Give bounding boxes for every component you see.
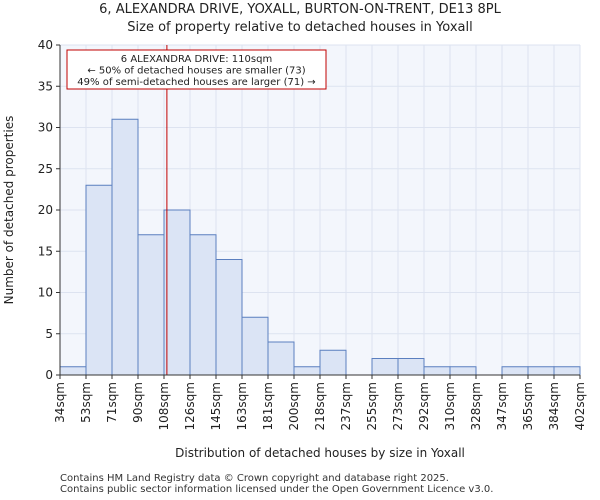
x-tick-label: 200sqm — [287, 382, 301, 430]
x-tick-labels: 34sqm 53sqm 71sqm 90sqm 108sqm 126sqm 145sqm 16… — [53, 375, 587, 430]
y-tick-label: 0 — [45, 368, 53, 382]
histogram-bar — [501, 366, 529, 376]
histogram-bar — [371, 358, 399, 376]
histogram-bar — [189, 234, 217, 376]
y-tick-label: 30 — [38, 121, 53, 135]
histogram-bar — [267, 341, 295, 376]
chart-subtitle: Size of property relative to detached ho… — [127, 20, 473, 35]
x-tick-label: 145sqm — [209, 382, 223, 430]
x-tick-label: 292sqm — [417, 382, 431, 430]
annotation-line-title: 6 ALEXANDRA DRIVE: 110sqm — [121, 54, 272, 65]
x-tick-label: 402sqm — [573, 382, 587, 430]
x-tick-label: 71sqm — [105, 382, 119, 423]
histogram-bar — [215, 259, 243, 376]
x-tick-label: 34sqm — [53, 382, 67, 423]
footer-licence: Contains public sector information licen… — [60, 484, 494, 495]
x-tick-label: 108sqm — [157, 382, 171, 430]
y-tick-label: 20 — [38, 203, 53, 217]
bars — [59, 118, 581, 376]
histogram-bar — [553, 366, 581, 376]
x-tick-label: 90sqm — [131, 382, 145, 423]
x-tick-label: 255sqm — [365, 382, 379, 430]
footer-copyright: Contains HM Land Registry data © Crown c… — [60, 473, 449, 484]
x-tick-label: 328sqm — [469, 382, 483, 430]
y-tick-label: 10 — [38, 286, 53, 300]
y-tick-label: 15 — [38, 244, 53, 258]
x-tick-label: 273sqm — [391, 382, 405, 430]
y-tick-label: 5 — [45, 327, 53, 341]
x-tick-label: 181sqm — [261, 382, 275, 430]
histogram-bar — [163, 209, 191, 376]
histogram-bar — [241, 316, 269, 376]
x-tick-label: 347sqm — [495, 382, 509, 430]
x-tick-label: 218sqm — [313, 382, 327, 430]
y-tick-label: 40 — [38, 38, 53, 52]
histogram-bar — [111, 118, 139, 376]
y-tick-label: 35 — [38, 79, 53, 93]
x-tick-label: 237sqm — [339, 382, 353, 430]
annotation-line-smaller: ← 50% of detached houses are smaller (73… — [87, 66, 305, 77]
histogram-bar — [449, 366, 477, 376]
histogram-bar — [527, 366, 555, 376]
x-axis-label: Distribution of detached houses by size … — [175, 446, 465, 460]
histogram-bar — [397, 358, 425, 376]
chart-title: 6, ALEXANDRA DRIVE, YOXALL, BURTON-ON-TR… — [99, 2, 501, 17]
annotation-box: 6 ALEXANDRA DRIVE: 110sqm ← 50% of detac… — [66, 49, 327, 90]
annotation-border — [66, 49, 327, 90]
x-tick-label: 163sqm — [235, 382, 249, 430]
y-tick-label: 25 — [38, 162, 53, 176]
x-tick-label: 53sqm — [79, 382, 93, 423]
y-axis-label: Number of detached properties — [2, 116, 16, 305]
y-tick-labels: 0 5 10 15 20 25 30 35 40 — [38, 38, 60, 382]
x-tick-label: 310sqm — [443, 382, 457, 430]
histogram-bar — [319, 349, 347, 376]
x-tick-label: 126sqm — [183, 382, 197, 430]
histogram-bar — [85, 184, 113, 376]
histogram-bar — [423, 366, 451, 376]
x-tick-label: 384sqm — [547, 382, 561, 430]
histogram-bar — [293, 366, 321, 376]
histogram-bar — [59, 366, 87, 376]
histogram-bar — [137, 234, 165, 376]
x-tick-label: 365sqm — [521, 382, 535, 430]
annotation-line-larger: 49% of semi-detached houses are larger (… — [77, 77, 315, 88]
